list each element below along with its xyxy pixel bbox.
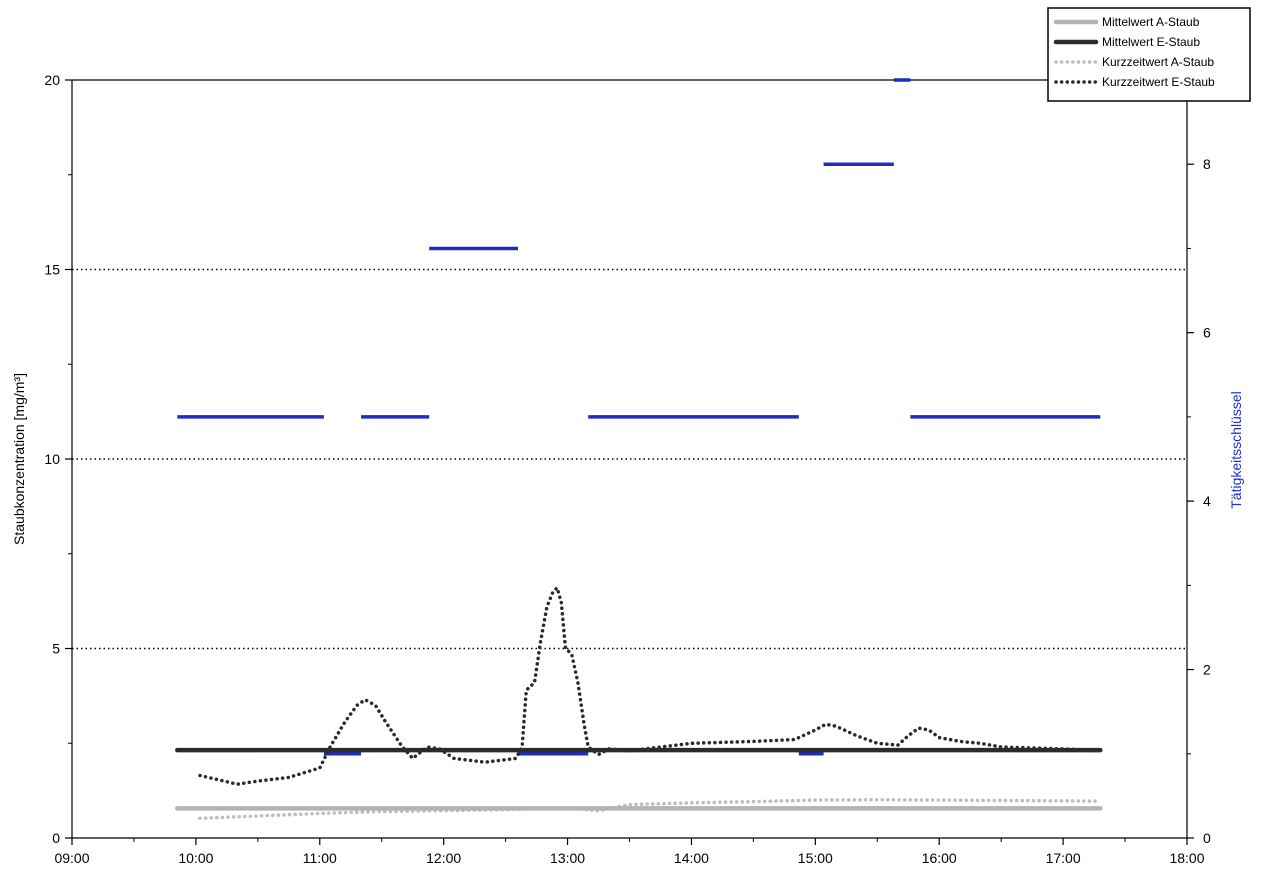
y2-tick-label: 6	[1203, 325, 1211, 341]
grid-layer	[72, 79, 1187, 650]
series-line-kurzzeitwert-e-staub	[198, 586, 1103, 786]
x-tick-label: 12:00	[426, 850, 461, 866]
x-tick-label: 15:00	[798, 850, 833, 866]
series-line-kurzzeitwert-a-staub	[198, 797, 1103, 821]
x-tick-label: 17:00	[1046, 850, 1081, 866]
y-tick-label: 10	[44, 451, 60, 467]
y2-tick-label: 8	[1203, 156, 1211, 172]
legend-label: Kurzzeitwert A-Staub	[1102, 55, 1214, 69]
legend-label: Kurzzeitwert E-Staub	[1102, 75, 1215, 89]
legend-label: Mittelwert A-Staub	[1102, 15, 1200, 29]
x-tick-label: 16:00	[922, 850, 957, 866]
y-axis-title: Staubkonzentration [mg/m³]	[11, 373, 27, 545]
y2-tick-label: 2	[1203, 662, 1211, 678]
x-tick-label: 09:00	[54, 850, 89, 866]
series-layer	[175, 78, 1103, 821]
y2-tick-label: 0	[1203, 830, 1211, 846]
legend-box	[1047, 7, 1251, 102]
axes-layer: 09:00 10:00 11:00 12:00 13:00 14:00 15:00 16:00…	[44, 72, 1211, 866]
legend: Mittelwert A-Staub Mittelwert E-Staub Kurz…	[1047, 7, 1251, 102]
y-tick-label: 15	[44, 262, 60, 278]
y-tick-label: 20	[44, 72, 60, 88]
x-tick-label: 18:00	[1169, 850, 1204, 866]
x-tick-label: 14:00	[674, 850, 709, 866]
x-tick-label: 10:00	[178, 850, 213, 866]
x-tick-label: 13:00	[550, 850, 585, 866]
legend-label: Mittelwert E-Staub	[1102, 35, 1200, 49]
y-tick-label: 0	[52, 830, 60, 846]
x-tick-label: 11:00	[303, 850, 337, 866]
y-tick-label: 5	[52, 641, 60, 657]
y2-tick-label: 4	[1203, 493, 1211, 509]
y2-axis-title: Tätigkeitsschlüssel	[1228, 391, 1244, 509]
